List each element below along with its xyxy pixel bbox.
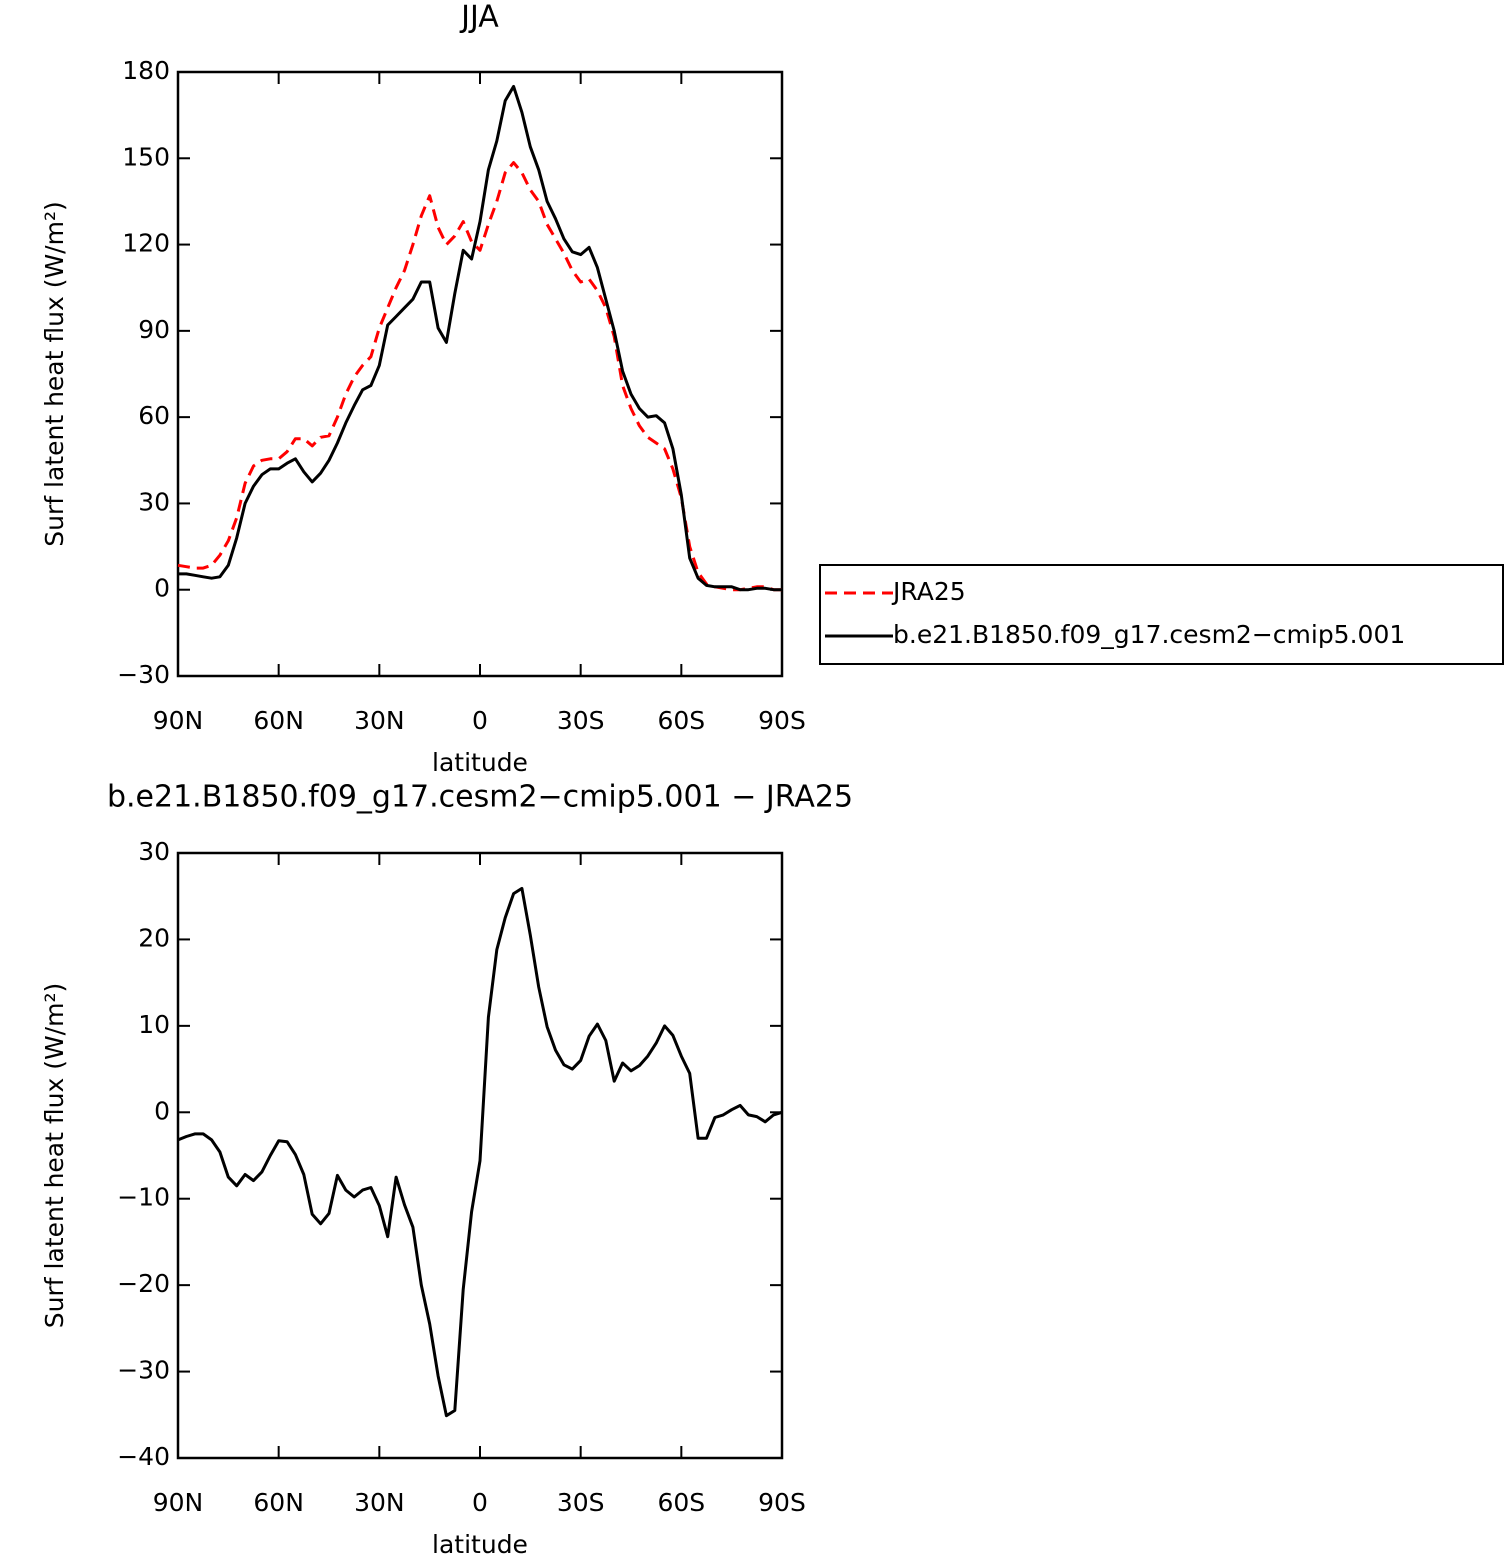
- x-tick-label: 90N: [153, 1488, 204, 1517]
- x-tick-label: 90S: [758, 706, 806, 735]
- legend-box: [819, 564, 1504, 665]
- chart-title: JJA: [459, 0, 499, 35]
- x-tick-label: 0: [472, 706, 488, 735]
- y-tick-label: 60: [138, 401, 170, 430]
- y-tick-label: 0: [154, 574, 170, 603]
- y-tick-label: 20: [138, 923, 170, 952]
- data-line: [178, 84, 782, 592]
- legend-label: b.e21.B1850.f09_g17.cesm2−cmip5.001: [893, 620, 1405, 649]
- x-tick-label: 60N: [253, 1488, 304, 1517]
- plot-frame: [176, 70, 784, 678]
- x-axis-label: latitude: [432, 1530, 528, 1559]
- y-tick-label: −30: [117, 660, 170, 689]
- x-tick-label: 90N: [153, 706, 204, 735]
- x-tick-label: 30N: [354, 706, 405, 735]
- y-tick-label: −20: [117, 1269, 170, 1298]
- x-tick-label: 30S: [557, 1488, 605, 1517]
- y-tick-label: 120: [122, 229, 170, 258]
- x-axis-label: latitude: [432, 748, 528, 777]
- y-tick-label: −10: [117, 1183, 170, 1212]
- x-tick-label: 60S: [657, 1488, 705, 1517]
- y-axis-label: Surf latent heat flux (W/m²): [40, 983, 69, 1328]
- data-line: [177, 886, 783, 1418]
- y-tick-label: 180: [122, 56, 170, 85]
- y-axis-label: Surf latent heat flux (W/m²): [40, 201, 69, 546]
- chart-title: b.e21.B1850.f09_g17.cesm2−cmip5.001 − JR…: [107, 780, 853, 815]
- y-tick-label: 10: [138, 1010, 170, 1039]
- x-tick-label: 60S: [657, 706, 705, 735]
- legend-label: JRA25: [891, 577, 966, 606]
- x-tick-label: 30S: [557, 706, 605, 735]
- x-tick-label: 30N: [354, 1488, 405, 1517]
- y-tick-label: 90: [138, 315, 170, 344]
- y-tick-label: 30: [138, 487, 170, 516]
- data-line: [177, 161, 782, 592]
- y-tick-label: 30: [138, 837, 170, 866]
- x-tick-label: 0: [472, 1488, 488, 1517]
- y-tick-label: −30: [117, 1356, 170, 1385]
- x-tick-label: 60N: [253, 706, 304, 735]
- y-tick-label: −40: [117, 1442, 170, 1471]
- x-tick-label: 90S: [758, 1488, 806, 1517]
- y-tick-label: 0: [154, 1096, 170, 1125]
- y-tick-label: 150: [122, 142, 170, 171]
